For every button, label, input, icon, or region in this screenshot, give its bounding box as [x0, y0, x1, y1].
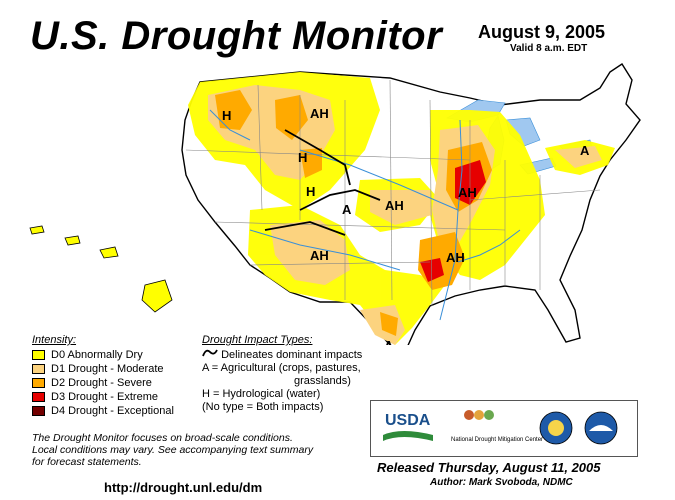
d2-swatch — [32, 378, 45, 388]
logo-strip: USDA National Drought Mitigation Center — [383, 410, 618, 445]
map-date: August 9, 2005 — [478, 22, 606, 42]
legend-label: D1 Drought - Moderate — [51, 363, 164, 375]
impact-label-h-1: H — [222, 108, 231, 123]
d4-swatch — [32, 406, 45, 416]
impacts-line2: A = Agricultural (crops, pastures, — [202, 362, 361, 374]
drought-map: H AH H H A AH AH AH AH A A — [29, 63, 641, 345]
note-line3: for forecast statements. — [32, 456, 142, 468]
impact-label-ah-2: AH — [385, 198, 404, 213]
legend-label: D3 Drought - Extreme — [51, 391, 158, 403]
impact-label-a-2: A — [580, 143, 590, 158]
impact-label-a-1: A — [342, 202, 352, 217]
valid-time: Valid 8 a.m. EDT — [510, 43, 588, 54]
legend-label: D4 Drought - Exceptional — [51, 405, 174, 417]
impact-types-legend: Drought Impact Types: Delineates dominan… — [202, 334, 377, 414]
legend-item-d2: D2 Drought - Severe — [32, 376, 207, 390]
impact-label-h-3: H — [306, 184, 315, 199]
impacts-line-row: Delineates dominant impacts — [202, 348, 377, 362]
note-line2: Local conditions may vary. See accompany… — [32, 444, 314, 456]
note-line1: The Drought Monitor focuses on broad-sca… — [32, 432, 293, 444]
impacts-line5: (No type = Both impacts) — [202, 401, 324, 413]
impact-label-ah-3: AH — [310, 248, 329, 263]
impacts-title: Drought Impact Types: — [202, 334, 313, 346]
d3-areas — [420, 160, 486, 282]
usda-logo: USDA — [383, 412, 433, 441]
d0-swatch — [32, 350, 45, 360]
legend-title: Intensity: — [32, 334, 77, 346]
impact-label-ah-1: AH — [310, 106, 329, 121]
map-title: U.S. Drought Monitor — [30, 14, 443, 58]
legend-item-d3: D3 Drought - Extreme — [32, 390, 207, 404]
rivers — [209, 109, 521, 321]
hawaii-islands — [29, 225, 173, 313]
legend-label: D2 Drought - Severe — [51, 377, 152, 389]
legend-item-d1: D1 Drought - Moderate — [32, 362, 207, 376]
d1-swatch — [32, 364, 45, 374]
ndmc-logo: National Drought Mitigation Center — [451, 410, 543, 443]
agency-logos-box: USDA National Drought Mitigation Center — [370, 400, 638, 457]
legend-item-d4: D4 Drought - Exceptional — [32, 404, 207, 418]
svg-text:National Drought Mitigation Ce: National Drought Mitigation Center — [451, 437, 543, 443]
impacts-line3: grasslands) — [294, 375, 351, 387]
author-credit: Author: Mark Svoboda, NDMC — [430, 477, 573, 488]
impacts-line4: H = Hydrological (water) — [202, 388, 321, 400]
commerce-seal — [539, 411, 573, 445]
impacts-line1: Delineates dominant impacts — [221, 349, 363, 361]
impact-label-ah-5: AH — [446, 250, 465, 265]
noaa-seal — [584, 411, 618, 445]
impact-label-h-2: H — [298, 150, 307, 165]
impact-label-ah-4: AH — [458, 185, 477, 200]
disclaimer-note: The Drought Monitor focuses on broad-sca… — [32, 432, 372, 468]
svg-text:USDA: USDA — [385, 412, 431, 429]
state-boundaries — [185, 79, 601, 307]
d3-swatch — [32, 392, 45, 402]
release-date: Released Thursday, August 11, 2005 — [377, 460, 601, 475]
boundary-line-icon — [202, 349, 218, 357]
impact-label-a-3: A — [384, 338, 394, 345]
legend-item-d0: D0 Abnormally Dry — [32, 348, 207, 362]
intensity-legend: Intensity: D0 Abnormally Dry D1 Drought … — [32, 334, 207, 418]
legend-label: D0 Abnormally Dry — [51, 349, 143, 361]
source-url[interactable]: http://drought.unl.edu/dm — [104, 480, 263, 495]
impact-boundaries — [264, 129, 381, 236]
